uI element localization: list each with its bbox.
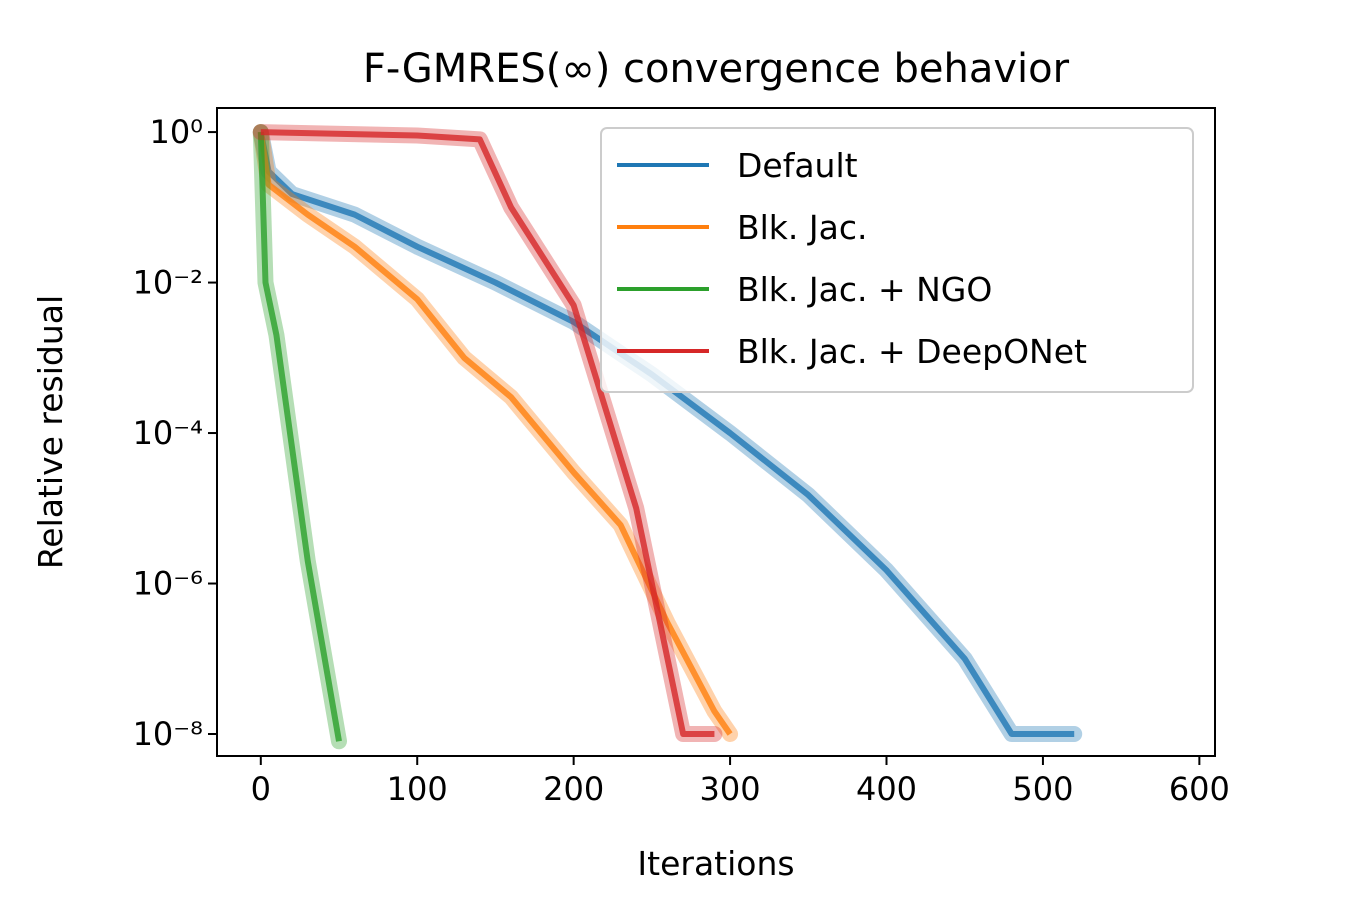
y-tick-label: 10⁻⁸	[133, 715, 203, 753]
legend-box	[600, 127, 1194, 393]
x-tick-label: 200	[543, 770, 604, 808]
x-axis-label: Iterations	[637, 844, 794, 883]
y-axis-label: Relative residual	[31, 295, 70, 569]
y-tick-label: 10⁰	[149, 113, 203, 151]
plot-area	[252, 124, 1083, 750]
series-line	[257, 131, 342, 742]
x-tick-label: 100	[387, 770, 448, 808]
chart-title: F-GMRES(∞) convergence behavior	[363, 46, 1070, 92]
x-tick-label: 300	[700, 770, 761, 808]
legend-label: Blk. Jac.	[737, 208, 868, 247]
x-tick-label: 0	[251, 770, 271, 808]
x-tick-label: 500	[1012, 770, 1073, 808]
y-tick-label: 10⁻⁴	[133, 414, 203, 452]
x-tick-label: 600	[1169, 770, 1230, 808]
series-line	[257, 131, 733, 736]
legend-label: Blk. Jac. + NGO	[737, 270, 992, 309]
legend-label: Blk. Jac. + DeepONet	[737, 332, 1087, 371]
series-line	[260, 129, 715, 737]
legend-label: Default	[737, 146, 858, 185]
plot-frame	[216, 107, 1216, 757]
x-tick-label: 400	[856, 770, 917, 808]
y-tick-label: 10⁻⁶	[133, 565, 203, 603]
y-tick-label: 10⁻²	[133, 264, 203, 302]
